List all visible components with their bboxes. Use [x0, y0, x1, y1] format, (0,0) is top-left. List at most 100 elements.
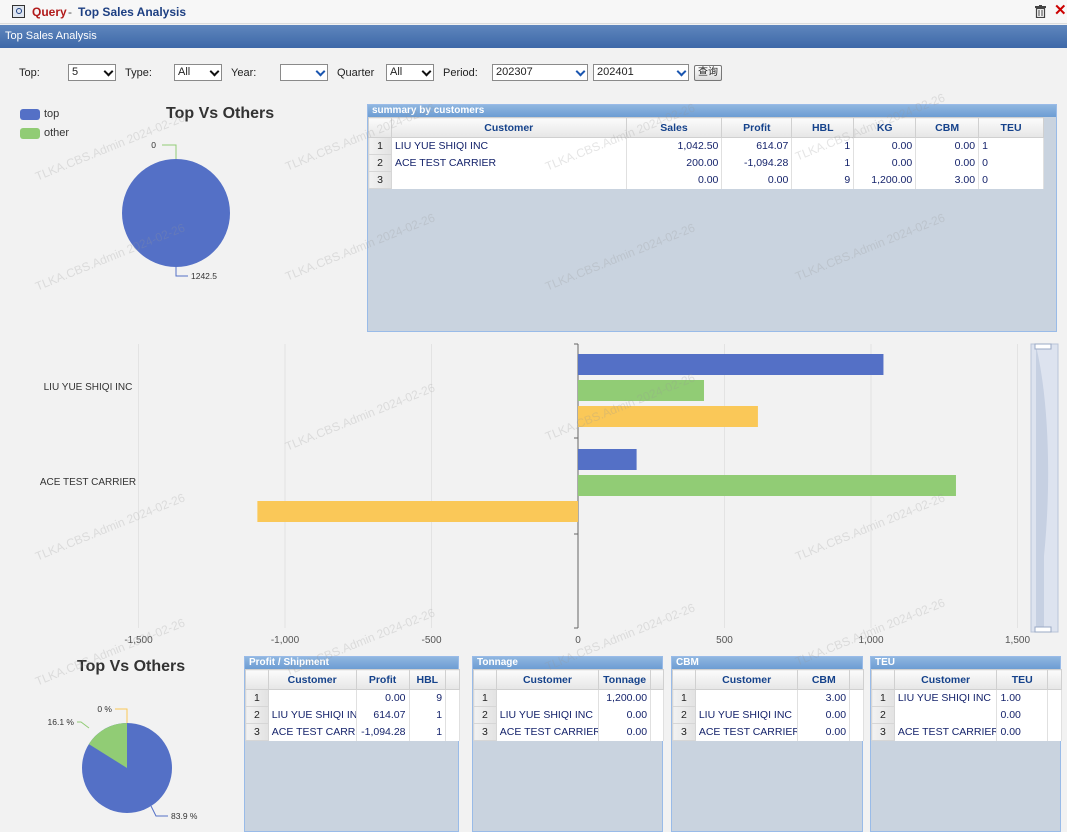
table-cell: 614.07: [356, 706, 410, 724]
type-select[interactable]: All: [174, 64, 222, 81]
col-cbm[interactable]: CBM: [797, 669, 851, 690]
row-number: 3: [871, 723, 895, 741]
filter-bar: Top: 5 Type: All Year: Quarter All Perio…: [0, 62, 1067, 84]
spacer-cell: [650, 706, 664, 724]
table-row[interactable]: 3 0.00 0.00 9 1,200.00 3.00 0: [368, 171, 1044, 189]
col-customer[interactable]: Customer: [694, 669, 799, 690]
col-hbl[interactable]: HBL: [791, 117, 855, 138]
row-number: 1: [245, 689, 269, 707]
table-row[interactable]: 2 0.00: [871, 706, 1062, 724]
table-cell: 0.00: [626, 171, 723, 189]
table-row[interactable]: 2 LIU YUE SHIQI INC 0.00: [473, 706, 664, 724]
col-sales[interactable]: Sales: [625, 117, 723, 138]
period-to-value: 202401: [597, 66, 634, 78]
period-from-select[interactable]: 202307: [492, 64, 588, 81]
chevron-down-icon: [209, 66, 220, 77]
row-number: 2: [672, 706, 696, 724]
year-select[interactable]: [280, 64, 328, 81]
table-cell: 0.00: [797, 706, 851, 724]
tonnage-grid-panel: Tonnage Customer Tonnage 1 1,200.00 2 LIU Y…: [472, 656, 664, 832]
bar-mark[interactable]: [578, 406, 758, 427]
spacer-header: [650, 669, 664, 690]
spacer-header: [445, 669, 460, 690]
row-number: 1: [368, 137, 392, 155]
table-row[interactable]: 2 ACE TEST CARRIER 200.00 -1,094.28 1 0.00 0.0…: [368, 154, 1044, 172]
pie-label-top: 1242.5: [191, 271, 217, 281]
top-select[interactable]: 5: [68, 64, 116, 81]
table-cell: 1: [791, 137, 855, 155]
chevron-down-icon: [103, 66, 114, 77]
bar-mark[interactable]: [578, 380, 704, 401]
table-cell: [391, 171, 627, 189]
table-row[interactable]: 3 ACE TEST CARRIER 0.00: [672, 723, 864, 741]
table-row[interactable]: 2 LIU YUE SHIQI INC 614.07 1: [245, 706, 460, 724]
chevron-down-icon: [575, 66, 586, 77]
legend-swatch-other: [20, 128, 40, 139]
bar-mark[interactable]: [578, 354, 884, 375]
table-row[interactable]: 3 ACE TEST CARRIER 0.00: [473, 723, 664, 741]
table-cell: -1,094.28: [356, 723, 410, 741]
pie-slice-other[interactable]: [88, 723, 127, 768]
quarter-select[interactable]: All: [386, 64, 434, 81]
col-hbl[interactable]: HBL: [408, 669, 447, 690]
spacer-cell: [1047, 723, 1062, 741]
table-cell: 0.00: [915, 137, 980, 155]
table-cell: -1,094.28: [721, 154, 793, 172]
pie-label-line-small: [115, 708, 128, 723]
col-customer[interactable]: Customer: [390, 117, 627, 138]
col-customer[interactable]: Customer: [267, 669, 357, 690]
row-number: 2: [871, 706, 895, 724]
table-cell: 1: [978, 137, 1044, 155]
x-tick-label: -500: [421, 635, 441, 646]
x-tick-label: 1,000: [858, 635, 883, 646]
row-number: 3: [368, 171, 392, 189]
col-kg[interactable]: KG: [853, 117, 917, 138]
zoom-handle-bottom[interactable]: [1034, 626, 1052, 633]
tonnage-header-row: Customer Tonnage: [473, 669, 664, 690]
bar-mark[interactable]: [257, 501, 578, 522]
trash-icon[interactable]: [1035, 5, 1046, 18]
col-customer[interactable]: Customer: [893, 669, 998, 690]
col-teu[interactable]: TEU: [978, 117, 1044, 138]
bar-mark[interactable]: [578, 475, 956, 496]
query-button[interactable]: 查询: [694, 65, 722, 81]
col-tonnage[interactable]: Tonnage: [598, 669, 652, 690]
spacer-header: [1047, 669, 1062, 690]
table-row[interactable]: 1 1,200.00: [473, 689, 664, 707]
table-row[interactable]: 1 0.00 9: [245, 689, 460, 707]
table-row[interactable]: 3 ACE TEST CARRIER 0.00: [871, 723, 1062, 741]
bar-mark[interactable]: [578, 449, 637, 470]
table-row[interactable]: 1 LIU YUE SHIQI INC 1.00: [871, 689, 1062, 707]
spacer-cell: [849, 706, 864, 724]
zoom-handle-top[interactable]: [1034, 343, 1052, 350]
col-cbm[interactable]: CBM: [915, 117, 980, 138]
table-cell: 1,042.50: [626, 137, 723, 155]
spacer-cell: [650, 689, 664, 707]
table-cell: 0.00: [996, 706, 1049, 724]
table-cell: ACE TEST CARRIER: [268, 723, 357, 741]
row-number: 1: [672, 689, 696, 707]
chevron-down-icon: [676, 66, 687, 77]
table-cell: 0.00: [996, 723, 1049, 741]
summary-grid-title: summary by customers: [368, 105, 1056, 117]
table-cell: 1,200.00: [598, 689, 652, 707]
legend-label-top: top: [44, 108, 60, 120]
x-tick-label: -1,500: [124, 635, 153, 646]
col-profit[interactable]: Profit: [355, 669, 410, 690]
spacer-cell: [445, 706, 460, 724]
col-teu[interactable]: TEU: [996, 669, 1049, 690]
row-number: 2: [245, 706, 269, 724]
col-profit[interactable]: Profit: [721, 117, 793, 138]
close-icon[interactable]: ✕: [1054, 2, 1067, 19]
table-row[interactable]: 1 3.00: [672, 689, 864, 707]
x-tick-label: 500: [716, 635, 733, 646]
spacer-cell: [445, 723, 460, 741]
pie-slice-top[interactable]: [122, 159, 230, 267]
table-row[interactable]: 2 LIU YUE SHIQI INC 0.00: [672, 706, 864, 724]
table-cell: 3.00: [915, 171, 980, 189]
table-row[interactable]: 1 LIU YUE SHIQI INC 1,042.50 614.07 1 0.00 0.0…: [368, 137, 1044, 155]
col-customer[interactable]: Customer: [495, 669, 600, 690]
period-to-select[interactable]: 202401: [593, 64, 689, 81]
row-number-header: [672, 669, 696, 690]
